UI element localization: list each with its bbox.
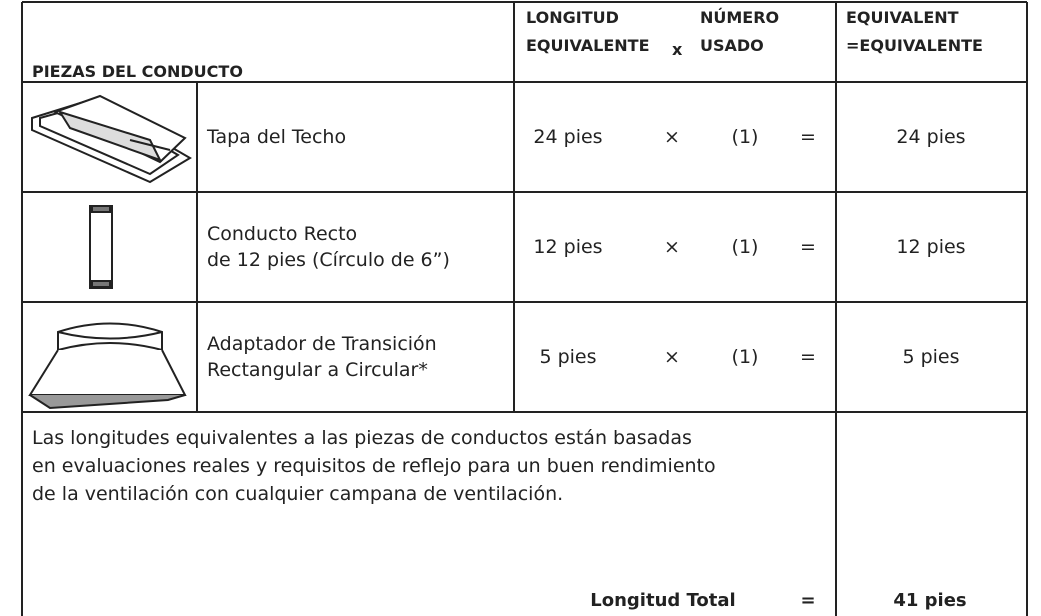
header-equivalent: EQUIVALENT =EQUIVALENTE [846,8,983,55]
row-equals: = [800,236,816,258]
row-length: 12 pies [533,236,603,258]
row-name: Tapa del Techo [207,126,347,148]
row-result: 5 pies [902,346,960,368]
roof-cap-icon [31,94,192,184]
header-number: NÚMERO USADO [700,8,780,55]
row-result: 12 pies [896,236,966,258]
row-length: 5 pies [539,346,597,368]
row-name: Adaptador de Transición Rectangular a Ci… [207,333,437,381]
header-times: x [672,40,683,59]
row-times: × [664,236,680,258]
row-name: Conducto Recto de 12 pies (Círculo de 6”… [207,223,450,271]
row-times: × [664,346,680,368]
total-equals: = [800,590,816,611]
total-label: Longitud Total [590,590,736,611]
row-equals: = [800,346,816,368]
row-result: 24 pies [896,126,966,148]
row-length: 24 pies [533,126,603,148]
straight-duct-icon [89,205,113,289]
total-value: 41 pies [893,590,967,611]
row-equals: = [800,126,816,148]
transition-adapter-icon [28,322,187,410]
row-number: (1) [731,236,759,258]
row-times: × [664,126,680,148]
header-length: LONGITUD EQUIVALENTE [526,8,650,55]
row-number: (1) [731,346,759,368]
footer-note: Las longitudes equivalentes a las piezas… [32,427,716,505]
header-parts: PIEZAS DEL CONDUCTO [32,62,243,81]
row-number: (1) [731,126,759,148]
